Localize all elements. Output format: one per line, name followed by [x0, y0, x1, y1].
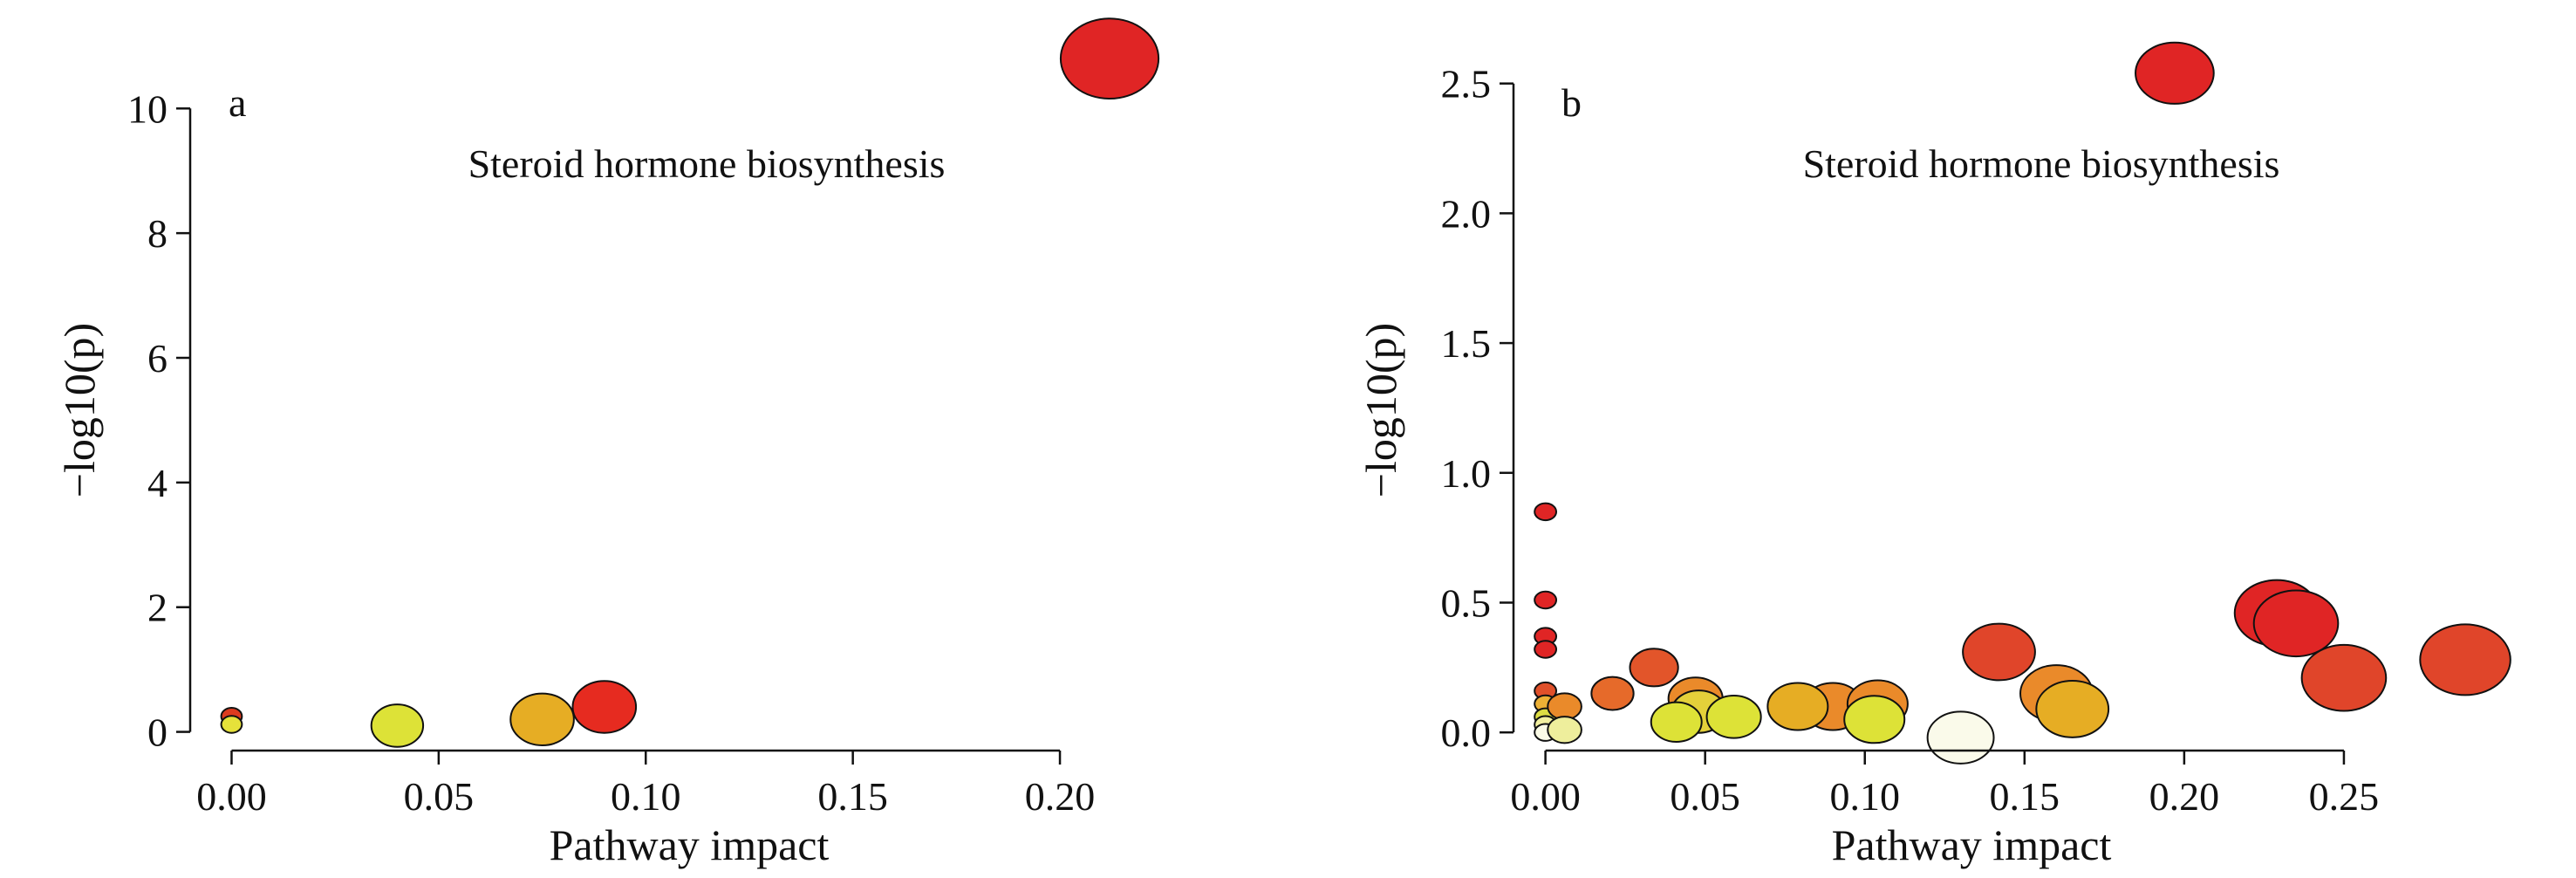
panel-b-letter: b [1561, 80, 1582, 125]
data-point [2300, 643, 2388, 712]
x-tick-label: 0.15 [817, 774, 888, 819]
y-tick-label: 0.5 [1441, 580, 1492, 625]
data-point [1650, 701, 1703, 743]
data-point [571, 680, 638, 734]
y-tick-label: 0 [147, 710, 167, 755]
data-point [1843, 695, 1906, 744]
data-point [1962, 622, 2036, 682]
y-tick-label: 4 [147, 461, 167, 505]
panel-b-y-ticks: 0.0 0.5 1.0 1.5 2.0 2.5 [1441, 62, 1513, 755]
panel-b-x-ticks: 0.00 0.05 0.10 0.15 0.20 0.25 [1510, 751, 2379, 819]
x-tick-label: 0.15 [1990, 774, 2060, 819]
y-tick-label: 10 [127, 86, 167, 131]
data-point [2035, 680, 2110, 738]
data-point [1534, 640, 1558, 659]
data-point [1547, 716, 1582, 744]
data-point [1705, 695, 1762, 739]
y-tick-label: 6 [147, 336, 167, 381]
x-tick-label: 0.20 [1025, 774, 1096, 819]
panel-a-points [220, 17, 1160, 748]
x-tick-label: 0.10 [1829, 774, 1900, 819]
panel-b-x-label: Pathway impact [1832, 820, 2112, 869]
data-point [1926, 710, 1995, 765]
data-point [2252, 589, 2340, 658]
data-point [1534, 590, 1558, 610]
data-point [1547, 692, 1582, 721]
y-tick-label: 1.0 [1441, 451, 1492, 496]
panel-a-x-label: Pathway impact [550, 820, 830, 869]
y-tick-label: 1.5 [1441, 321, 1492, 366]
panel-a-x-ticks: 0.00 0.05 0.10 0.15 0.20 [196, 751, 1095, 819]
x-tick-label: 0.00 [1510, 774, 1581, 819]
panel-a-y-ticks: 0 2 4 6 8 10 [127, 86, 190, 755]
x-tick-label: 0.05 [404, 774, 475, 819]
x-tick-label: 0.05 [1670, 774, 1740, 819]
panel-a-y-label: −log10(p) [55, 323, 104, 497]
x-tick-label: 0.25 [2309, 774, 2380, 819]
x-tick-label: 0.10 [611, 774, 681, 819]
panel-b-y-label: −log10(p) [1356, 323, 1405, 497]
x-tick-label: 0.20 [2149, 774, 2220, 819]
panel-b-annotation: Steroid hormone biosynthesis [1803, 141, 2280, 186]
data-point [1590, 676, 1635, 711]
panel-b: 0.00.51.01.52.02.5 0.00 0.05 0.10 0.15 0.20 0… [1356, 41, 2511, 869]
data-point [220, 715, 243, 734]
panel-b-points [1534, 41, 2511, 765]
y-tick-label: 2.0 [1441, 191, 1492, 236]
y-tick-label: 2 [147, 586, 167, 630]
data-point [1766, 682, 1829, 731]
data-point [1059, 17, 1160, 100]
data-point [2419, 623, 2511, 696]
panel-a-annotation: Steroid hormone biosynthesis [468, 141, 946, 186]
x-tick-label: 0.00 [196, 774, 267, 819]
data-point [509, 692, 575, 746]
y-tick-label: 2.5 [1441, 62, 1492, 106]
data-point [2135, 41, 2215, 105]
panel-a: 0 2 4 6 8 10 0.00 0.05 0.10 0.15 0.20 a Steroid h… [55, 17, 1160, 869]
y-tick-label: 8 [147, 211, 167, 256]
data-point [370, 703, 425, 748]
data-point [1629, 648, 1679, 688]
y-tick-label: 0.0 [1441, 710, 1492, 755]
data-point [1534, 502, 1558, 522]
panel-a-letter: a [229, 80, 246, 125]
